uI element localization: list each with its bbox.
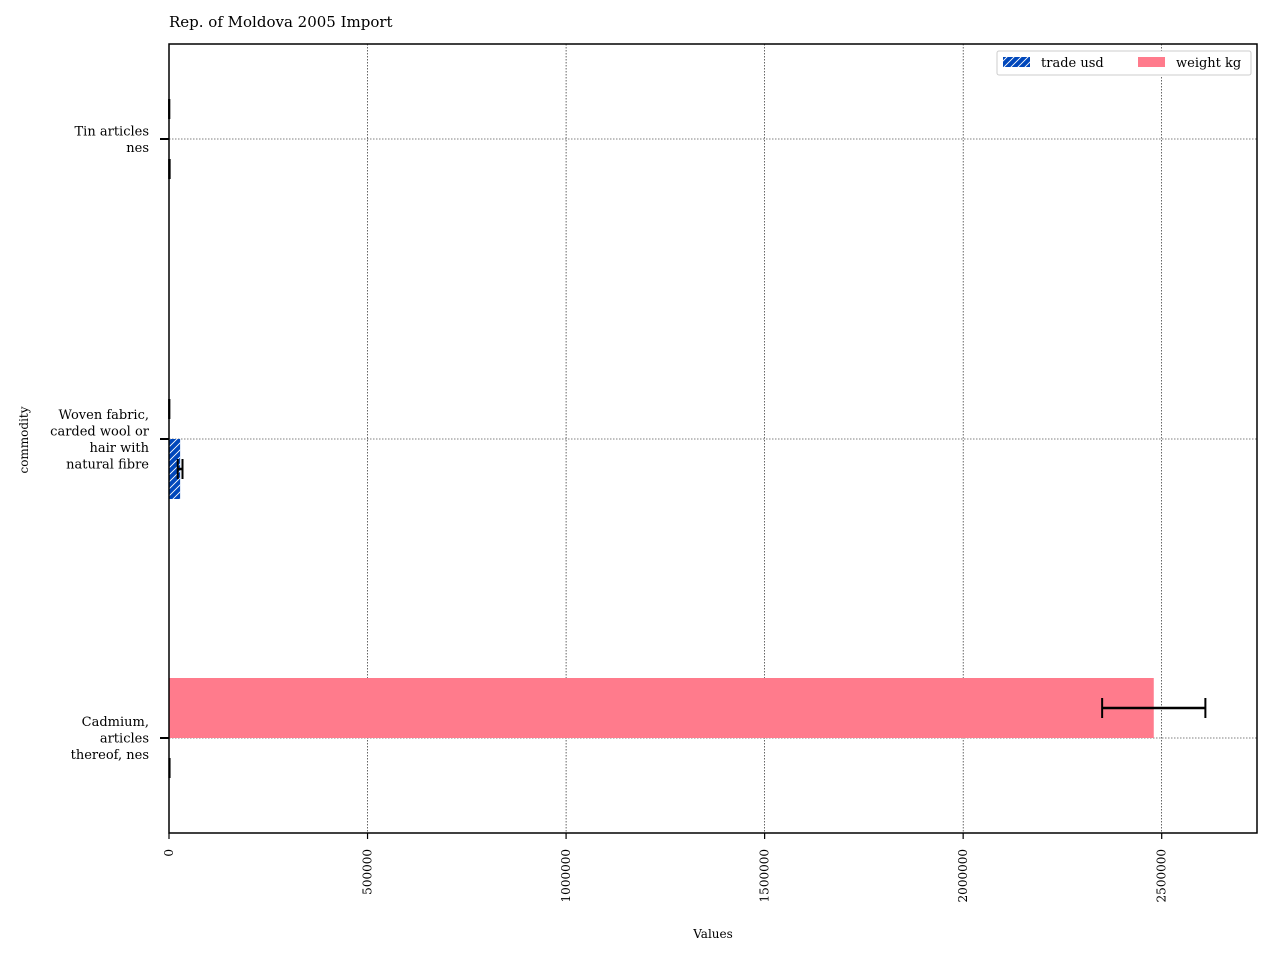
x-axis-label: Values	[692, 927, 733, 941]
bar-fill	[169, 678, 1154, 738]
x-tick-label: 2000000	[956, 849, 970, 902]
chart-title: Rep. of Moldova 2005 Import	[169, 13, 393, 31]
y-axis-label: commodity	[17, 406, 31, 473]
x-tick-label: 1000000	[559, 849, 573, 902]
errors-layer	[169, 99, 1205, 778]
x-axis: 0 500000 1000000 1500000 2000000 2500000	[162, 833, 1169, 902]
legend: trade usd weight kg	[997, 51, 1251, 75]
bars-layer	[169, 79, 1154, 798]
x-tick-label: 0	[162, 849, 176, 857]
x-tick-label: 500000	[361, 849, 375, 895]
bar	[169, 678, 1154, 738]
legend-label: trade usd	[1041, 56, 1104, 71]
x-tick-label: 1500000	[758, 849, 772, 902]
legend-swatch	[1138, 57, 1165, 67]
legend-swatch-hatch	[1003, 57, 1030, 67]
legend-label: weight kg	[1176, 56, 1241, 71]
x-tick-label: 2500000	[1155, 849, 1169, 902]
